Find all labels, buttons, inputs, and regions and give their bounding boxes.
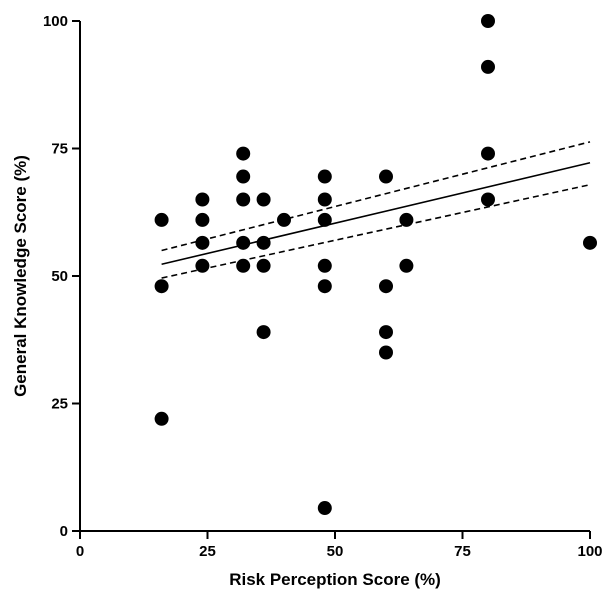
regression-fit xyxy=(161,162,591,266)
data-point xyxy=(256,325,271,340)
data-point xyxy=(154,279,169,294)
data-point xyxy=(481,14,495,28)
y-ticks: 0 25 50 75 100 xyxy=(43,13,80,540)
data-point xyxy=(317,169,332,184)
x-tick-label: 0 xyxy=(76,543,84,560)
data-point xyxy=(481,146,495,161)
data-point xyxy=(481,59,495,74)
x-tick-label: 75 xyxy=(454,543,471,560)
data-point xyxy=(379,345,393,360)
data-point xyxy=(154,212,169,227)
data-point xyxy=(195,258,210,273)
data-point xyxy=(236,146,251,161)
y-axis-title: General Knowledge Score (%) xyxy=(11,155,30,397)
data-point xyxy=(195,192,210,207)
data-point xyxy=(317,258,332,273)
data-point xyxy=(379,325,393,340)
data-point xyxy=(277,212,291,227)
y-tick-label: 50 xyxy=(51,268,68,285)
y-tick-label: 75 xyxy=(51,141,68,158)
data-point xyxy=(256,235,271,250)
data-point xyxy=(399,258,414,273)
regression-line xyxy=(161,162,591,266)
x-tick-label: 100 xyxy=(577,543,602,560)
data-point xyxy=(256,258,271,273)
x-axis-title: Risk Perception Score (%) xyxy=(229,570,441,589)
data-point xyxy=(317,212,332,227)
data-point xyxy=(195,212,210,227)
y-tick-label: 100 xyxy=(43,13,68,30)
data-points xyxy=(154,14,597,516)
confidence-band xyxy=(161,141,591,279)
confidence-band-upper xyxy=(161,141,591,252)
data-point xyxy=(256,192,271,207)
data-point xyxy=(236,258,251,273)
data-point xyxy=(399,212,414,227)
data-point xyxy=(379,169,393,184)
data-point xyxy=(236,192,251,207)
y-tick-label: 25 xyxy=(51,396,68,413)
x-tick-label: 50 xyxy=(327,543,344,560)
data-point xyxy=(195,235,210,250)
data-point xyxy=(236,169,251,184)
x-ticks: 0 25 50 75 100 xyxy=(76,531,603,560)
confidence-band-lower xyxy=(161,183,591,279)
data-point xyxy=(379,279,393,294)
x-tick-label: 25 xyxy=(199,543,216,560)
y-tick-label: 0 xyxy=(60,523,68,540)
data-point xyxy=(481,192,495,207)
axes xyxy=(79,21,590,532)
data-point xyxy=(317,501,332,516)
data-point xyxy=(154,411,169,426)
data-point xyxy=(317,192,332,207)
data-point xyxy=(236,235,251,250)
data-point xyxy=(317,279,332,294)
data-point xyxy=(583,235,597,250)
